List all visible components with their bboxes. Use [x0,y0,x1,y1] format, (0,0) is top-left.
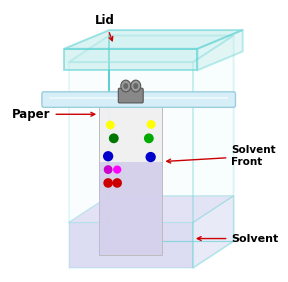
FancyBboxPatch shape [118,88,143,103]
FancyBboxPatch shape [42,92,236,107]
Point [115,181,120,185]
Circle shape [133,83,138,89]
Point [106,167,110,172]
Point [147,136,151,141]
Circle shape [131,80,141,92]
Polygon shape [69,196,234,222]
Circle shape [123,83,128,89]
Bar [99,101,162,255]
Text: Solvent
Front: Solvent Front [167,146,276,167]
Polygon shape [193,196,234,268]
Bar [69,222,193,268]
Bar [99,162,162,255]
Polygon shape [69,36,234,62]
Point [148,155,153,159]
Text: Lid: Lid [95,14,115,41]
Text: Paper: Paper [12,108,95,121]
Bar [69,62,193,268]
Polygon shape [198,30,243,70]
Circle shape [121,80,131,92]
Bar [64,49,198,70]
Polygon shape [64,30,243,49]
Point [115,167,120,172]
Point [108,123,113,127]
Polygon shape [193,36,234,268]
Point [106,181,110,185]
Text: Solvent: Solvent [197,233,279,244]
Point [106,154,110,158]
Point [149,122,154,127]
Point [111,136,116,141]
